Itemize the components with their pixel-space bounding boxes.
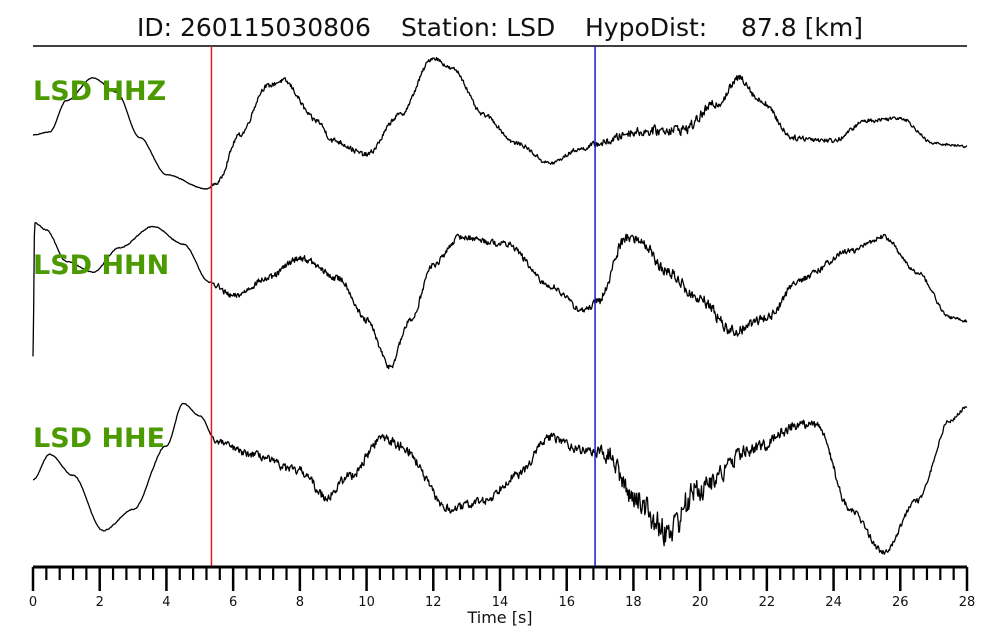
x-tick-label: 4 <box>162 595 170 610</box>
x-tick-label: 28 <box>959 595 976 610</box>
x-tick-label: 18 <box>625 595 642 610</box>
channel-label-hhz: LSD HHZ <box>33 76 166 107</box>
x-tick-label: 12 <box>425 595 442 610</box>
x-tick-label: 0 <box>29 595 37 610</box>
time-axis: 0 2 4 6 8 10 12 14 16 18 20 22 24 26 28 <box>29 565 976 610</box>
pick-lines <box>210 46 596 566</box>
hypodist-label: HypoDist: <box>585 13 707 42</box>
trace-hhn <box>32 222 968 370</box>
channel-label-hhn: LSD HHN <box>33 250 169 281</box>
x-tick-label: 14 <box>492 595 509 610</box>
x-tick-label: 22 <box>759 595 776 610</box>
channel-label-hhe: LSD HHE <box>33 423 165 454</box>
x-tick-label: 8 <box>296 595 304 610</box>
x-tick-label: 20 <box>692 595 709 610</box>
x-tick-label: 6 <box>229 595 237 610</box>
x-tick-label: 26 <box>892 595 909 610</box>
trace-hhe <box>32 402 968 555</box>
trace-hhz <box>32 56 968 190</box>
station-title: Station: LSD <box>401 13 555 42</box>
x-tick-label: 2 <box>96 595 104 610</box>
hypodist-value: 87.8 [km] <box>741 13 863 42</box>
x-tick-label: 24 <box>825 595 842 610</box>
event-id-title: ID: 260115030806 <box>137 13 371 42</box>
trace-group <box>32 56 968 555</box>
time-axis-label: Time [s] <box>466 608 532 627</box>
x-tick-label: 10 <box>358 595 375 610</box>
x-tick-label: 16 <box>558 595 575 610</box>
